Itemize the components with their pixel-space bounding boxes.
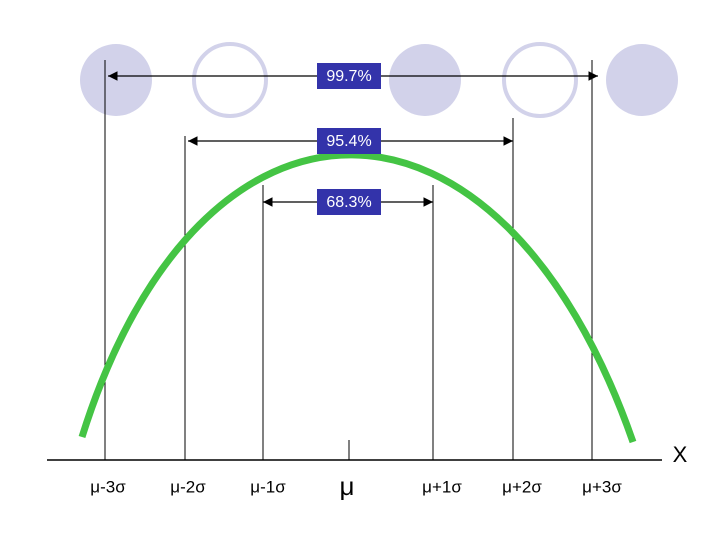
- interval-labels: 99.7% 95.4% 68.3%: [317, 63, 381, 215]
- axis-labels: μ-3σ μ-2σ μ-1σ μ μ+1σ μ+2σ μ+3σ X: [90, 442, 687, 501]
- axis-label: μ+1σ: [422, 477, 462, 496]
- interval-label: 99.7%: [326, 68, 371, 85]
- decor-circles: [80, 42, 678, 118]
- sigma-lines: [47, 60, 662, 461]
- axis-label: μ+2σ: [502, 477, 542, 496]
- axis-name: X: [673, 442, 688, 467]
- interval-label: 68.3%: [326, 194, 371, 211]
- axis-label: μ-2σ: [170, 477, 206, 496]
- axis-label: μ-1σ: [250, 477, 286, 496]
- axis-label: μ: [340, 471, 355, 501]
- axis-label: μ-3σ: [90, 477, 126, 496]
- interval-label: 95.4%: [326, 133, 371, 150]
- axis-label: μ+3σ: [582, 477, 622, 496]
- bell-curve: [78, 151, 637, 444]
